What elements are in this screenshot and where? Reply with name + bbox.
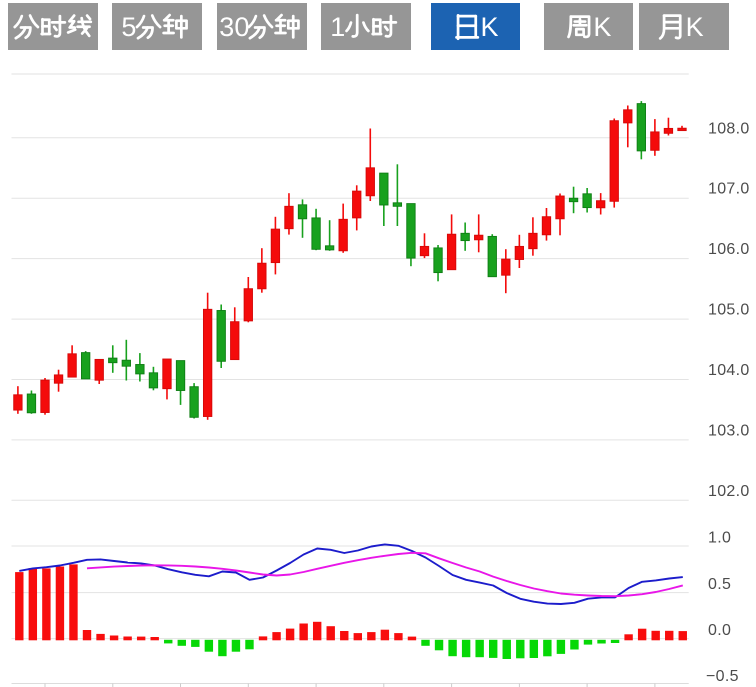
svg-text:1: 1 bbox=[330, 12, 345, 42]
svg-text:105.0: 105.0 bbox=[708, 302, 750, 319]
svg-text:−0.5: −0.5 bbox=[706, 668, 739, 685]
svg-text:K: K bbox=[480, 12, 498, 42]
svg-text:107.0: 107.0 bbox=[708, 181, 750, 198]
svg-text:103.0: 103.0 bbox=[708, 422, 750, 439]
svg-text:108.0: 108.0 bbox=[708, 120, 750, 137]
svg-text:30: 30 bbox=[219, 12, 249, 42]
svg-text:102.0: 102.0 bbox=[708, 483, 750, 500]
svg-text:1.0: 1.0 bbox=[708, 529, 731, 546]
svg-text:K: K bbox=[686, 12, 704, 42]
svg-text:0.5: 0.5 bbox=[708, 576, 731, 593]
svg-text:104.0: 104.0 bbox=[708, 362, 750, 379]
svg-text:5: 5 bbox=[121, 12, 136, 42]
svg-text:K: K bbox=[593, 12, 611, 42]
svg-text:0.0: 0.0 bbox=[708, 622, 731, 639]
svg-text:106.0: 106.0 bbox=[708, 241, 750, 258]
